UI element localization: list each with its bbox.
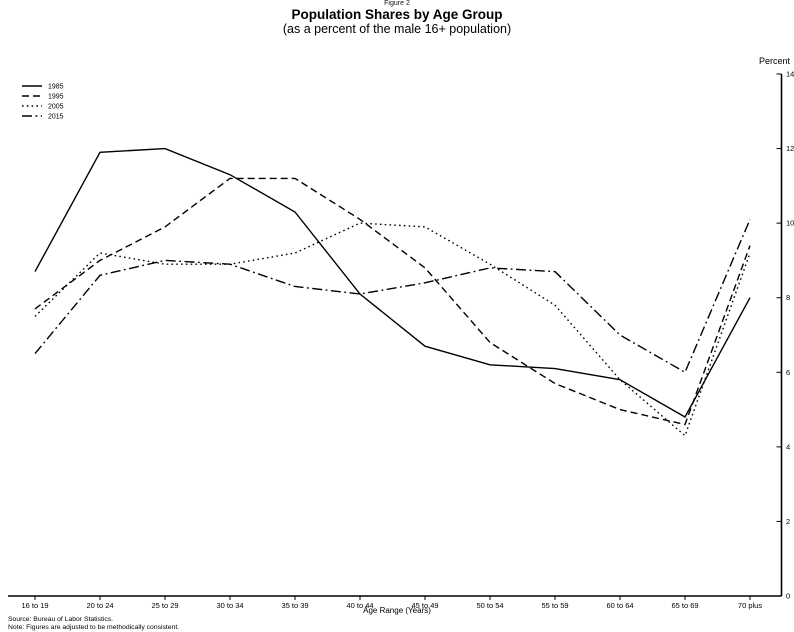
- series-line-1985: [34, 147, 751, 418]
- x-tick-label: 70 plus: [738, 601, 762, 610]
- legend-label-2005: 2005: [48, 104, 64, 111]
- figure-label: Figure 2: [384, 0, 410, 7]
- y-tick-label: 2: [786, 517, 790, 526]
- x-axis-title: Age Range (Years): [363, 606, 431, 615]
- y-tick-label: 4: [786, 442, 790, 451]
- series-line-2005: [34, 222, 751, 437]
- chart-title: Population Shares by Age Group: [291, 7, 503, 22]
- x-tick-label: 35 to 39: [281, 601, 308, 610]
- x-tick-label: 50 to 54: [476, 601, 503, 610]
- y-axis-unit-label: Percent: [758, 56, 790, 66]
- x-tick-label: 60 to 64: [606, 601, 633, 610]
- series-line-1995: [34, 177, 751, 426]
- x-tick-label: 55 to 59: [541, 601, 568, 610]
- chart-subtitle: (as a percent of the male 16+ population…: [282, 22, 512, 36]
- y-tick-label: 10: [786, 219, 794, 228]
- x-tick-label: 40 to 44: [346, 601, 373, 610]
- x-tick-label: 30 to 34: [216, 601, 243, 610]
- y-tick-label: 12: [786, 144, 794, 153]
- y-tick-label: 14: [786, 70, 794, 79]
- y-tick-label: 6: [786, 368, 790, 377]
- x-tick-label: 45 to 49: [411, 601, 438, 610]
- legend-label-1985: 1985: [48, 84, 64, 91]
- legend-label-2015: 2015: [48, 114, 64, 121]
- series-line-2015: [34, 219, 751, 374]
- source-note: Source: Bureau of Labor Statistics.: [8, 616, 114, 623]
- x-tick-label: 16 to 19: [21, 601, 48, 610]
- x-tick-label: 25 to 29: [151, 601, 178, 610]
- y-tick-label: 8: [786, 293, 790, 302]
- y-tick-label: 0: [786, 592, 790, 601]
- x-tick-label: 65 to 69: [671, 601, 698, 610]
- method-note: Note: Figures are adjusted to be methodi…: [8, 624, 180, 631]
- x-tick-label: 20 to 24: [86, 601, 113, 610]
- legend-label-1995: 1995: [48, 94, 64, 101]
